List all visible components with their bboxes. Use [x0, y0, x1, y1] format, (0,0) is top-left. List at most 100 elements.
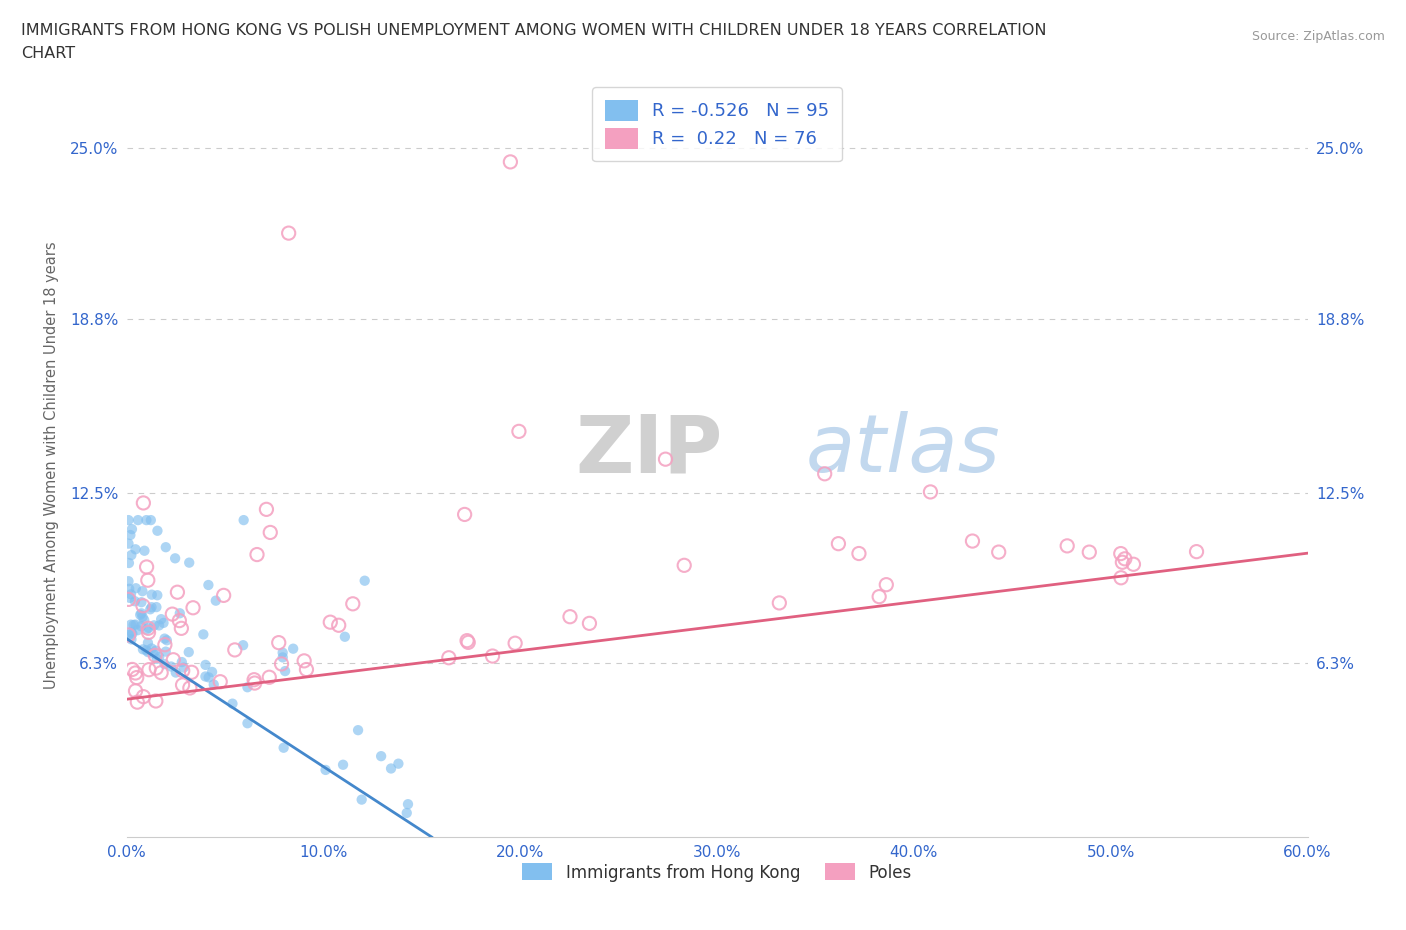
Point: [333, 630, 356, 644]
Point: [353, 573, 375, 588]
Point: [243, 672, 266, 687]
Point: [315, 763, 337, 777]
Point: [212, 588, 235, 603]
Point: [117, 591, 139, 606]
Point: [232, 638, 254, 653]
Point: [654, 452, 676, 467]
Point: [456, 633, 478, 648]
Point: [1185, 544, 1208, 559]
Point: [156, 632, 179, 647]
Point: [136, 621, 159, 636]
Point: [254, 502, 277, 517]
Point: [180, 665, 202, 680]
Point: [169, 605, 191, 620]
Point: [332, 757, 354, 772]
Point: [152, 616, 174, 631]
Point: [132, 689, 155, 704]
Point: [121, 626, 143, 641]
Point: [283, 642, 305, 657]
Text: CHART: CHART: [21, 46, 75, 61]
Point: [295, 662, 318, 677]
Point: [1109, 546, 1132, 561]
Point: [141, 587, 163, 602]
Point: [165, 665, 187, 680]
Point: [172, 678, 194, 693]
Point: [122, 618, 145, 632]
Point: [121, 662, 143, 677]
Point: [142, 646, 165, 661]
Point: [236, 716, 259, 731]
Point: [117, 512, 139, 527]
Point: [127, 512, 149, 527]
Point: [201, 665, 224, 680]
Point: [481, 648, 503, 663]
Point: [271, 645, 294, 660]
Point: [135, 643, 157, 658]
Point: [1056, 538, 1078, 553]
Point: [132, 598, 155, 613]
Point: [125, 671, 148, 685]
Point: [274, 664, 297, 679]
Point: [1114, 551, 1136, 566]
Point: [246, 547, 269, 562]
Point: [170, 655, 193, 670]
Point: [172, 663, 194, 678]
Point: [146, 524, 169, 538]
Point: [124, 618, 146, 632]
Text: Source: ZipAtlas.com: Source: ZipAtlas.com: [1251, 30, 1385, 43]
Point: [848, 546, 870, 561]
Point: [1109, 570, 1132, 585]
Point: [139, 512, 162, 527]
Point: [135, 560, 157, 575]
Point: [499, 154, 522, 169]
Point: [136, 635, 159, 650]
Point: [328, 618, 350, 632]
Point: [148, 618, 170, 632]
Point: [153, 657, 176, 671]
Point: [117, 628, 139, 643]
Point: [139, 602, 162, 617]
Point: [120, 527, 142, 542]
Point: [150, 612, 173, 627]
Point: [347, 723, 370, 737]
Point: [145, 660, 167, 675]
Point: [120, 587, 142, 602]
Point: [169, 613, 191, 628]
Point: [814, 466, 837, 481]
Point: [962, 534, 984, 549]
Legend: Immigrants from Hong Kong, Poles: Immigrants from Hong Kong, Poles: [516, 857, 918, 888]
Point: [209, 674, 232, 689]
Text: atlas: atlas: [806, 411, 1001, 489]
Point: [508, 424, 530, 439]
Point: [1122, 557, 1144, 572]
Point: [193, 627, 215, 642]
Point: [135, 512, 157, 527]
Point: [120, 632, 142, 647]
Point: [138, 620, 160, 635]
Point: [273, 740, 295, 755]
Point: [134, 613, 156, 628]
Point: [120, 548, 142, 563]
Point: [197, 670, 219, 684]
Point: [127, 623, 149, 638]
Point: [395, 805, 418, 820]
Point: [166, 585, 188, 600]
Point: [132, 642, 155, 657]
Point: [155, 539, 177, 554]
Point: [124, 666, 146, 681]
Point: [165, 551, 187, 565]
Point: [124, 684, 146, 698]
Point: [141, 600, 163, 615]
Text: IMMIGRANTS FROM HONG KONG VS POLISH UNEMPLOYMENT AMONG WOMEN WITH CHILDREN UNDER: IMMIGRANTS FROM HONG KONG VS POLISH UNEM…: [21, 23, 1046, 38]
Point: [987, 545, 1010, 560]
Point: [121, 522, 143, 537]
Y-axis label: Unemployment Among Women with Children Under 18 years: Unemployment Among Women with Children U…: [44, 241, 59, 689]
Point: [120, 618, 142, 632]
Point: [277, 226, 299, 241]
Point: [162, 606, 184, 621]
Point: [768, 595, 790, 610]
Point: [259, 525, 281, 540]
Point: [145, 600, 167, 615]
Point: [143, 618, 166, 632]
Point: [145, 644, 167, 658]
